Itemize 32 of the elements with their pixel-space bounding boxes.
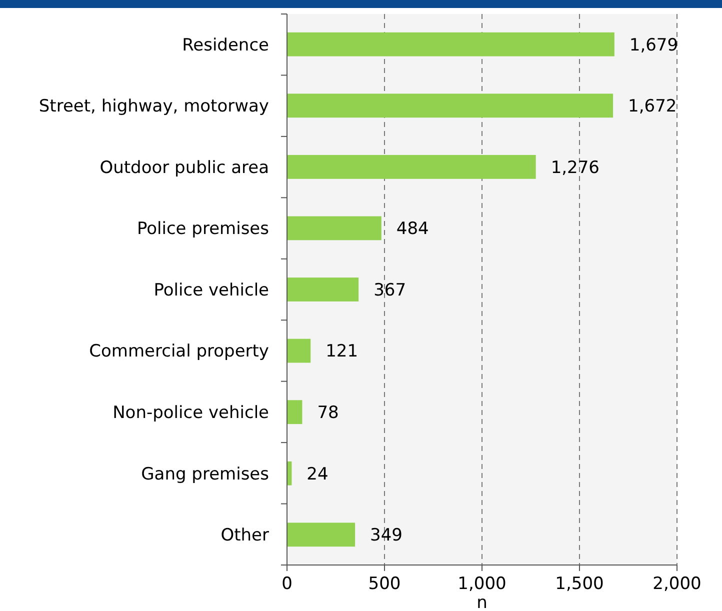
y-tick-label: Other <box>220 526 269 546</box>
data-label: 1,276 <box>550 158 600 178</box>
x-tick-label: 2,000 <box>652 574 702 594</box>
data-label: 78 <box>317 403 339 424</box>
y-tick-label: Commercial property <box>89 342 269 362</box>
data-label: 349 <box>370 526 403 546</box>
y-tick-label: Street, highway, motorway <box>38 96 269 117</box>
x-tick-label: 1,000 <box>458 574 506 594</box>
bar <box>287 338 311 363</box>
data-label: 24 <box>306 464 328 484</box>
bar <box>287 32 614 56</box>
x-tick-label: 1,500 <box>555 574 604 594</box>
y-tick-label: Non-police vehicle <box>112 403 269 424</box>
y-tick-label: Police premises <box>136 219 270 240</box>
bar <box>287 94 614 118</box>
data-label: 484 <box>396 219 429 240</box>
x-axis-title: n <box>476 593 488 611</box>
x-tick-label: 500 <box>368 574 401 594</box>
data-label: 367 <box>374 280 406 300</box>
data-label: 1,679 <box>629 35 678 56</box>
bar <box>287 216 382 240</box>
y-tick-label: Outdoor public area <box>100 158 269 178</box>
data-label: 1,672 <box>628 96 677 117</box>
x-tick-label: 0 <box>282 574 292 594</box>
y-tick-label: Police vehicle <box>154 280 269 300</box>
y-tick-label: Gang premises <box>141 464 270 484</box>
bar <box>287 154 536 179</box>
data-label: 121 <box>326 342 358 362</box>
y-tick-label: Residence <box>182 35 269 56</box>
bar <box>287 522 356 547</box>
bar <box>287 400 302 424</box>
bar <box>287 278 359 302</box>
